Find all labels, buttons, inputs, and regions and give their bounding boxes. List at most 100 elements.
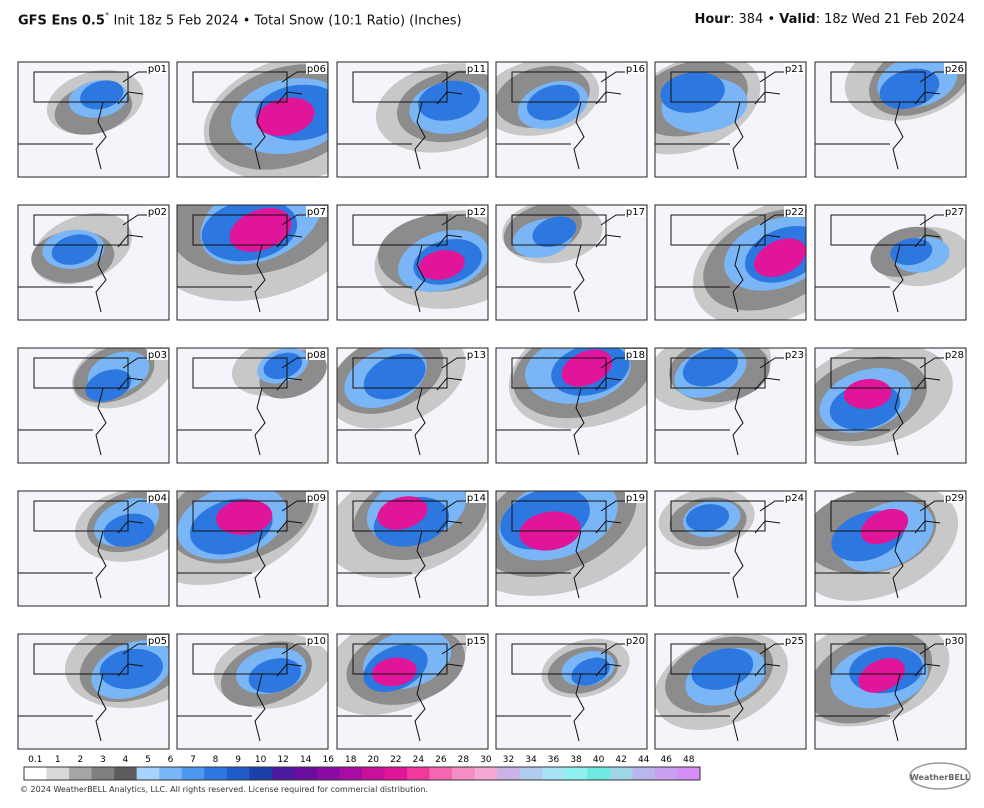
colorbar-swatch — [497, 767, 521, 780]
panel-label-bg — [625, 349, 646, 360]
map-panel — [815, 491, 966, 606]
panel-border — [17, 204, 170, 321]
map-panel — [655, 205, 806, 320]
colorbar-label: 5 — [145, 755, 151, 765]
panel-border — [814, 61, 967, 178]
colorbar-label: 0.1 — [28, 755, 42, 765]
panel-label-bg — [944, 349, 965, 360]
panel-label-bg — [784, 349, 805, 360]
panel-border — [336, 347, 489, 464]
colorbar-label: 8 — [213, 755, 219, 765]
panel-border — [17, 61, 170, 178]
panel-border — [495, 61, 648, 178]
panel-border — [814, 204, 967, 321]
snow-area — [843, 378, 892, 409]
snow-area — [858, 658, 905, 693]
snow-area — [99, 648, 164, 690]
panel-label: p29 — [945, 493, 964, 504]
panel-label-bg — [784, 635, 805, 646]
panel-label-bg — [306, 63, 327, 74]
panel-border — [495, 633, 648, 750]
copyright: © 2024 WeatherBELL Analytics, LLC. All r… — [20, 785, 428, 794]
title-text: Init 18z 5 Feb 2024 • Total Snow (10:1 R… — [109, 13, 462, 29]
state-lines — [18, 635, 169, 742]
map-panel — [18, 205, 169, 320]
state-lines — [655, 63, 806, 170]
panel-border — [17, 347, 170, 464]
colorbar-swatch — [271, 767, 295, 780]
panel-label: p07 — [307, 207, 326, 218]
state-lines — [655, 635, 806, 742]
map-panel — [815, 348, 966, 463]
colorbar-label: 32 — [503, 755, 514, 765]
map-panel — [337, 348, 488, 463]
colorbar-swatch — [362, 767, 385, 780]
colorbar-label: 2 — [77, 755, 83, 765]
colorbar-swatch — [46, 767, 70, 780]
panel-label: p26 — [945, 64, 964, 75]
panel-border — [495, 490, 648, 607]
colorbar-swatch — [384, 767, 408, 780]
panel-label: p16 — [626, 64, 645, 75]
colorbar-label: 44 — [638, 755, 650, 765]
snow-area — [860, 508, 909, 545]
panel-border — [654, 633, 807, 750]
colorbar-label: 1 — [55, 755, 61, 765]
state-lines — [815, 349, 966, 456]
colorbar-swatch — [587, 767, 611, 780]
colorbar-label: 48 — [683, 755, 695, 765]
panel-label-bg — [944, 635, 965, 646]
state-lines — [655, 349, 806, 456]
state-lines — [177, 349, 328, 456]
colorbar-swatch — [114, 767, 137, 780]
state-lines — [177, 63, 328, 170]
panel-label-bg — [147, 63, 168, 74]
panel-label-bg — [784, 206, 805, 217]
panel-label: p19 — [626, 493, 645, 504]
map-panel — [496, 205, 647, 320]
panel-border — [17, 490, 170, 607]
panel-label: p14 — [467, 493, 486, 504]
colorbar-swatch — [429, 767, 453, 780]
panel-label-bg — [784, 492, 805, 503]
state-lines — [18, 492, 169, 599]
panel-label: p17 — [626, 207, 645, 218]
snow-area — [371, 657, 417, 687]
hour-label: Hour — [694, 12, 730, 27]
colorbar-label: 36 — [548, 755, 560, 765]
panel-label-bg — [147, 206, 168, 217]
snow-area — [377, 496, 428, 530]
map-panel — [815, 634, 966, 749]
map-panel — [337, 634, 488, 749]
colorbar-label: 12 — [277, 755, 288, 765]
colorbar-swatch — [677, 767, 701, 780]
panel-border — [814, 347, 967, 464]
panel-label-bg — [944, 63, 965, 74]
panel-label: p20 — [626, 636, 645, 647]
colorbar-swatch — [316, 767, 340, 780]
panel-border — [495, 204, 648, 321]
colorbar-border — [23, 766, 701, 781]
colorbar-swatch — [159, 767, 183, 780]
state-lines — [337, 492, 488, 599]
colorbar-label: 22 — [390, 755, 401, 765]
colorbar-label: 14 — [300, 755, 312, 765]
degree: ° — [104, 12, 110, 22]
panel-border — [654, 490, 807, 607]
panel-label: p04 — [148, 493, 167, 504]
map-panel — [337, 205, 488, 320]
map-panel — [177, 348, 328, 463]
panel-label-bg — [466, 206, 487, 217]
snow-area — [527, 84, 580, 121]
panel-label: p21 — [785, 64, 804, 75]
colorbar-swatch — [136, 767, 160, 780]
map-panel — [177, 62, 328, 177]
panel-label: p06 — [307, 64, 326, 75]
state-lines — [655, 206, 806, 313]
snow-area — [754, 238, 806, 278]
state-lines — [337, 635, 488, 742]
snow-area — [660, 71, 725, 113]
state-lines — [815, 492, 966, 599]
panel-label-bg — [625, 492, 646, 503]
